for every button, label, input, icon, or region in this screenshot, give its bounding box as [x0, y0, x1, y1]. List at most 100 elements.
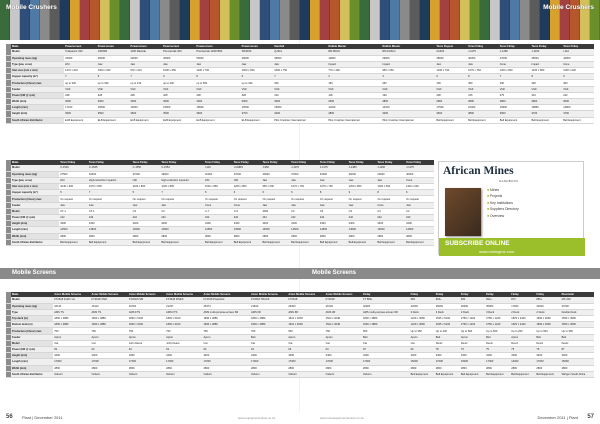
table-row: Operating mass (kg) 16110 16110 20792 21337 2… [6, 303, 594, 310]
table-cell: 14500 [87, 226, 132, 234]
table-header-row: Make Astec Mobile Screens Astec Mobile Scr… [6, 292, 594, 297]
table-cell: 2800 [347, 233, 377, 240]
table-cell: AMS FTS [165, 309, 203, 317]
group-column-cell [6, 98, 11, 106]
group-column-cell [6, 371, 11, 378]
table-row: Power (kW @ rpm) 63 63 63 63 63 63 63 63 97 60 78 75… [6, 346, 594, 354]
table-cell: Up to 350 [409, 327, 435, 335]
cover-spine [160, 0, 170, 40]
table-cell: Belt [535, 334, 561, 341]
table-cell: 17500 [435, 104, 468, 112]
row-label: Type (jaw, cone) [11, 61, 65, 69]
table-cell: Bell Equipment [434, 371, 460, 378]
table-cell: 2800 [376, 233, 406, 240]
table-cell: Bell Equipment [467, 117, 499, 124]
table-cell: 1524 x 3048 [287, 321, 325, 329]
table-cell: C3 [405, 208, 434, 216]
african-mines-advert[interactable]: African Mines HANDBOOK Mines Projects Ke… [438, 161, 585, 256]
table-cell: Bell Equipment [405, 239, 434, 246]
table-cell: Up to 500 [535, 327, 561, 335]
table-cell: 2800 [53, 365, 91, 372]
table-cell: 7 [498, 73, 531, 81]
table-cell: Osborn [287, 371, 325, 378]
table-cell: ELB Equipment [240, 117, 274, 124]
cover-spine [420, 0, 430, 40]
table-row: South African distributor Bell Equipment B… [6, 239, 434, 246]
cover-spine [320, 0, 330, 40]
table-cell: 75 [535, 346, 561, 354]
table-cell: 17000 [361, 358, 410, 366]
table-cell: 328 [435, 92, 468, 100]
table-cell: 63 [287, 346, 325, 354]
table-cell: Jaw [240, 61, 274, 69]
column-header: Rubble Master [381, 44, 436, 49]
subscribe-url[interactable]: www.miningmx.com [479, 249, 515, 254]
group-column-cell [6, 177, 11, 185]
table-row: Model FT2618 Fold'n Go FT2618 VSM FT2618 IS… [6, 297, 594, 304]
column-header: Powerscreen [129, 44, 163, 49]
table-cell: 1100 x 700 [195, 67, 241, 75]
table-cell: 9 [347, 189, 377, 197]
table-cell: 1525 x 2440 [510, 315, 536, 323]
table-cell: J-1175 [318, 165, 348, 172]
table-cell: Bell Equipment [498, 117, 531, 124]
column-header: Finlay [361, 292, 410, 297]
table-cell: FT2618 TRACK [250, 297, 288, 304]
cover-spine [440, 0, 450, 40]
table-cell: 17100 [64, 104, 97, 112]
table-cell: Jaw [87, 202, 132, 209]
table-cell: XA400 [435, 49, 468, 56]
table-cell: 23000 [287, 303, 325, 310]
table-cell: 694+ [485, 297, 511, 304]
column-header: Finlay [510, 292, 536, 297]
table-row: Type (jaw, cone) HSI High-reduction impact… [6, 177, 434, 185]
table-cell: 2800 [160, 233, 204, 240]
cover-spine [580, 0, 590, 40]
table-cell: 63 [202, 346, 251, 354]
table-cell: 1200 x 800 [498, 67, 531, 75]
subscribe-bar[interactable]: SUBSCRIBE ONLINE www.miningmx.com [439, 238, 585, 256]
table-cell: 450 [467, 79, 499, 87]
group-column-cell [6, 55, 11, 62]
table-cell: ELB Equipment [64, 117, 97, 124]
table-cell: 310 [273, 92, 328, 100]
table-cell: 3300 [381, 110, 436, 118]
table-cell: Up to 400 [434, 327, 460, 335]
group-column-cell [6, 340, 11, 348]
cover-spine [310, 0, 320, 40]
column-header: Terex Finlay [203, 160, 233, 165]
table-cell: 87 [560, 346, 594, 354]
table-cell: 3600 [64, 110, 97, 118]
table-cell: VGF [195, 86, 241, 93]
table-cell: Apron [510, 334, 536, 341]
advert-brand: African Mines [443, 165, 514, 177]
table-cell: Jaw [405, 202, 434, 209]
table-cell: 9 [435, 73, 468, 81]
column-header: Terex Finlay [160, 160, 204, 165]
row-label: Production (t/hour) max [11, 79, 65, 87]
group-column-cell [6, 321, 11, 329]
cover-spine [300, 0, 310, 40]
table-cell: J-1480 [498, 49, 531, 56]
table-cell: 2800 [409, 365, 435, 372]
table-cell: 5 [96, 73, 130, 81]
table-cell: Impact [327, 61, 382, 69]
table-cell: 8 [530, 73, 563, 81]
table-cell: 1000 x 600 [376, 183, 406, 191]
table-cell: Deutz [510, 340, 536, 348]
group-column-cell [6, 79, 11, 87]
table-cell: 600 [361, 327, 410, 335]
table-cell: 11200 [327, 104, 382, 112]
table-cell: Bell Equipment [409, 371, 435, 378]
table-cell: 750 [53, 327, 91, 335]
table-cell: Pilot Crushtec International [273, 117, 328, 124]
table-cell: 75 [459, 346, 486, 354]
group-column-cell [6, 110, 11, 118]
row-label: Type [11, 309, 54, 317]
magazine-name-right: December 2011 | Plant [537, 415, 578, 420]
column-header: Terex Pegson [435, 44, 468, 49]
group-column-cell [6, 220, 11, 228]
group-column-cell [6, 61, 11, 69]
table-cell: C-1545 [87, 165, 132, 172]
cover-spine [520, 0, 530, 40]
